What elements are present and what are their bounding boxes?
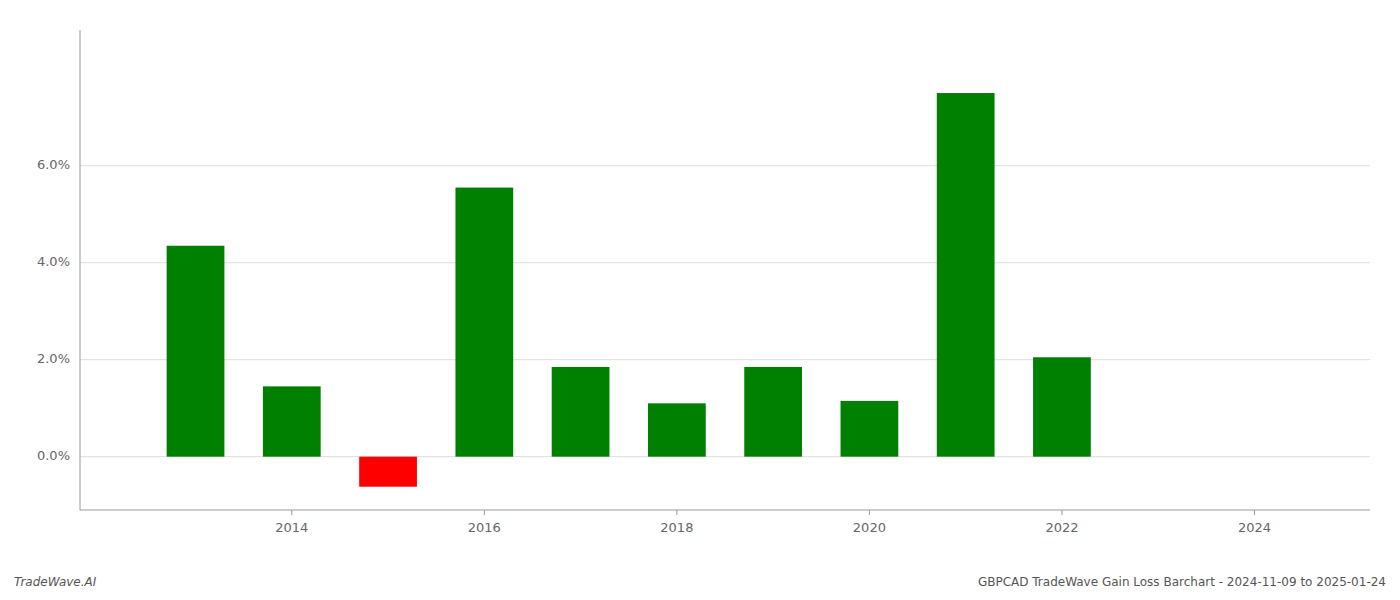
x-tick	[484, 510, 485, 515]
grid-line	[80, 165, 1370, 166]
x-tick-label: 2020	[853, 520, 886, 535]
y-tick-label: 6.0%	[37, 157, 70, 172]
x-tick-label: 2016	[468, 520, 501, 535]
chart-svg: 0.0% 2.0% 4.0% 6.0% 2014 2016 2018 2020 2022 2024…	[0, 0, 1400, 600]
y-tick-label: 2.0%	[37, 351, 70, 366]
grid	[80, 166, 1370, 457]
x-tick	[1061, 510, 1062, 515]
chart-container: 0.0% 2.0% 4.0% 6.0% 2014 2016 2018 2020 2022 2024…	[0, 0, 1400, 600]
bar	[455, 188, 513, 457]
bar	[648, 403, 706, 456]
annotation: TradeWave.AI	[14, 575, 97, 589]
x-tick	[676, 510, 677, 515]
x-axis-line	[80, 510, 1370, 511]
x-tick-label: 2024	[1238, 520, 1271, 535]
grid-line	[80, 262, 1370, 263]
bar	[359, 457, 417, 487]
y-tick-label: 0.0%	[37, 448, 70, 463]
x-tick	[869, 510, 870, 515]
y-tick-label: 4.0%	[37, 254, 70, 269]
x-tick	[291, 510, 292, 515]
x-tick-label: 2022	[1045, 520, 1078, 535]
x-tick-label: 2018	[660, 520, 693, 535]
x-tick	[1254, 510, 1255, 515]
bar	[167, 246, 225, 457]
grid-line	[80, 359, 1370, 360]
bars	[167, 93, 1091, 487]
bar	[263, 386, 321, 456]
bar	[744, 367, 802, 457]
bar	[937, 93, 995, 457]
annotation: GBPCAD TradeWave Gain Loss Barchart - 20…	[978, 575, 1386, 589]
y-axis-line	[80, 30, 81, 510]
bar	[841, 401, 899, 457]
bar	[1033, 357, 1091, 456]
x-tick-label: 2014	[275, 520, 308, 535]
bar	[552, 367, 610, 457]
